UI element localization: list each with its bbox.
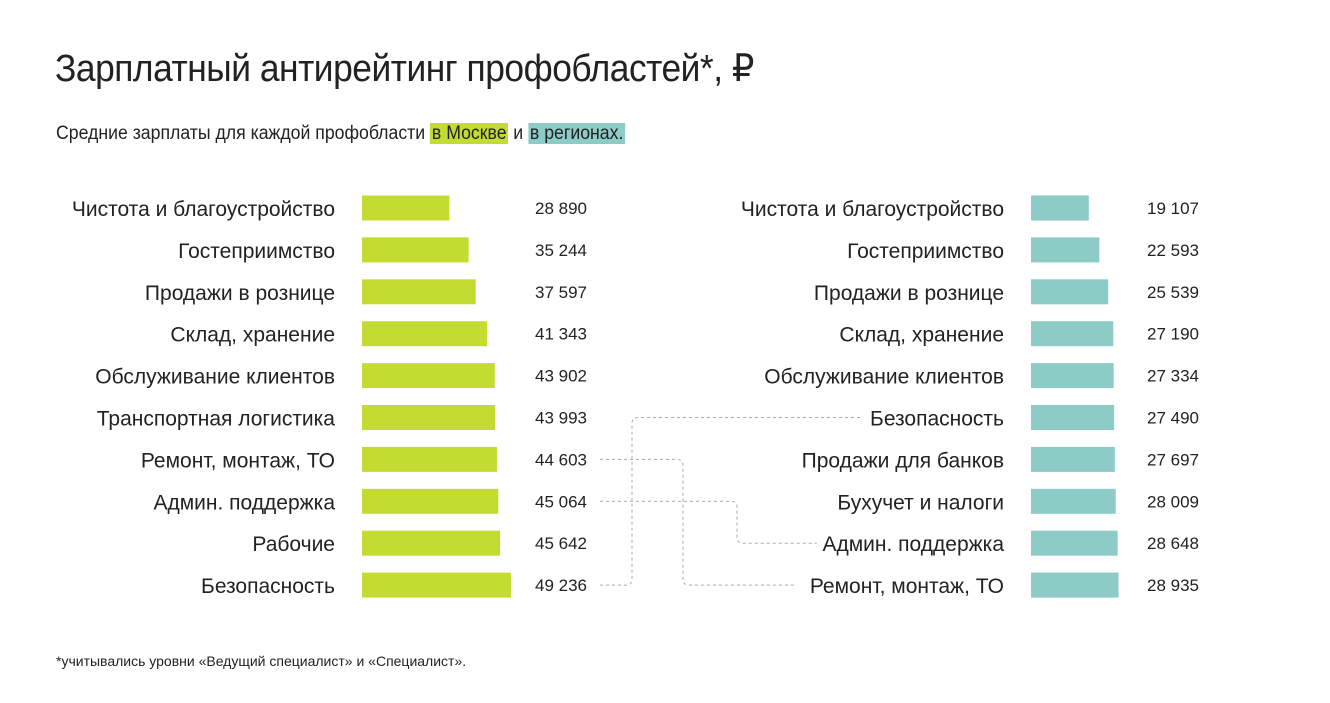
value-label: 22 593 (1147, 241, 1199, 260)
subtitle: Средние зарплаты для каждой профобласти … (56, 123, 626, 145)
category-label: Транспортная логистика (97, 408, 336, 431)
value-label: 28 009 (1147, 492, 1199, 511)
value-label: 43 993 (535, 409, 587, 428)
bar (362, 488, 499, 514)
footnote: *учитывались уровни «Ведущий специалист»… (56, 653, 467, 669)
bar (1031, 279, 1109, 305)
category-label: Продажи в рознице (145, 282, 335, 305)
category-label: Ремонт, монтаж, ТО (141, 449, 335, 472)
value-label: 28 935 (1147, 576, 1199, 595)
category-label: Обслуживание клиентов (95, 366, 335, 389)
category-label: Гостеприимство (178, 240, 335, 263)
category-label: Безопасность (201, 575, 335, 598)
bar (1031, 363, 1114, 389)
category-label: Админ. поддержка (153, 491, 335, 514)
category-label: Ремонт, монтаж, ТО (810, 575, 1004, 598)
bar (1031, 405, 1115, 430)
value-label: 41 343 (535, 325, 587, 344)
legend-moscow: в Москве (430, 123, 509, 144)
category-label: Склад, хранение (170, 324, 335, 347)
bar (1031, 446, 1115, 472)
legend-regions: в регионах. (528, 123, 626, 144)
connector-line (600, 417, 862, 586)
value-label: 28 890 (535, 199, 587, 218)
value-label: 27 490 (1147, 409, 1199, 428)
category-label: Чистота и благоустройство (72, 198, 335, 221)
bar (362, 405, 496, 430)
bar (1031, 237, 1100, 263)
bar (362, 237, 469, 263)
bar (362, 530, 501, 556)
connector-line (600, 500, 817, 544)
bar (1031, 488, 1116, 514)
bar (1031, 530, 1118, 556)
value-label: 27 334 (1147, 367, 1199, 386)
bar (362, 446, 497, 472)
value-label: 27 697 (1147, 450, 1199, 469)
bar (362, 195, 450, 221)
value-label: 35 244 (535, 241, 587, 260)
value-label: 19 107 (1147, 199, 1199, 218)
category-label: Чистота и благоустройство (741, 198, 1004, 221)
bar (1031, 572, 1119, 598)
bar (362, 321, 488, 347)
value-label: 25 539 (1147, 283, 1199, 302)
bar (362, 572, 511, 598)
category-label: Бухучет и налоги (837, 491, 1004, 514)
category-label: Рабочие (252, 533, 335, 556)
value-label: 45 064 (535, 492, 587, 511)
category-label: Склад, хранение (839, 324, 1004, 347)
bar (1031, 195, 1089, 221)
category-label: Обслуживание клиентов (764, 366, 1004, 389)
connector-line (600, 458, 795, 586)
bar (362, 363, 495, 389)
value-label: 28 648 (1147, 534, 1199, 553)
value-label: 37 597 (535, 283, 587, 302)
value-label: 27 190 (1147, 325, 1199, 344)
category-label: Безопасность (870, 408, 1004, 431)
subtitle-prefix: Средние зарплаты для каждой профобласти (56, 123, 431, 144)
value-label: 43 902 (535, 367, 587, 386)
value-label: 49 236 (535, 576, 587, 595)
value-label: 44 603 (535, 450, 587, 469)
category-label: Продажи в рознице (814, 282, 1004, 305)
category-label: Гостеприимство (847, 240, 1004, 263)
category-label: Админ. поддержка (822, 533, 1004, 556)
page-title: Зарплатный антирейтинг профобластей*, ₽ (55, 48, 754, 90)
subtitle-and: и (508, 123, 529, 144)
category-label: Продажи для банков (802, 449, 1004, 472)
value-label: 45 642 (535, 534, 587, 553)
bar (362, 279, 476, 305)
bar (1031, 321, 1114, 347)
